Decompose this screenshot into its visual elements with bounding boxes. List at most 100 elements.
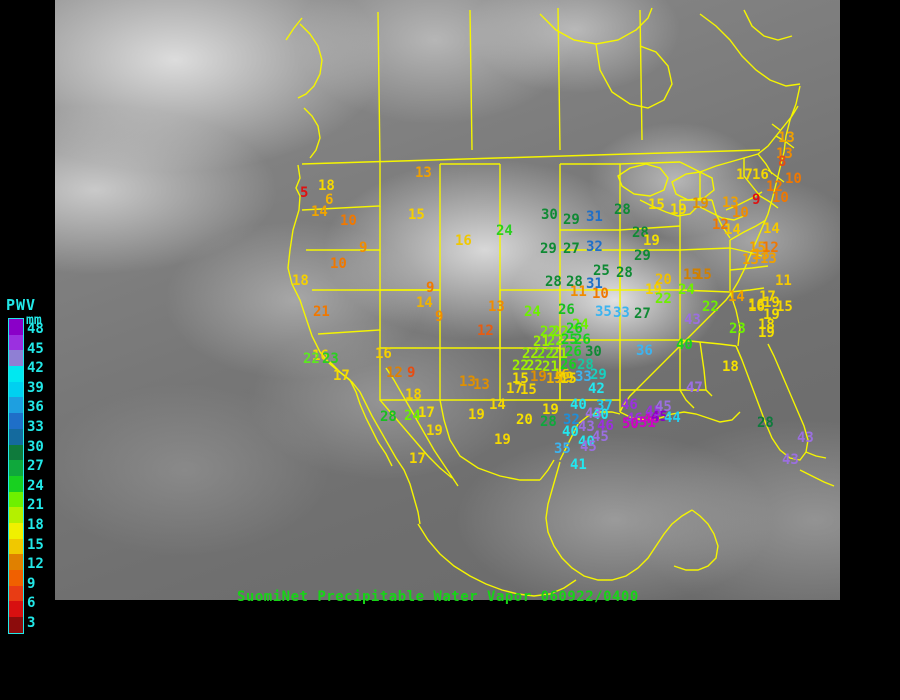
colorbar-tick-label: 33 xyxy=(27,419,44,435)
pwv-station-value: 28 xyxy=(566,274,583,290)
pwv-station-value: 19 xyxy=(643,233,660,249)
pwv-station-value: 18 xyxy=(722,359,739,375)
pwv-station-value: 33 xyxy=(575,369,592,385)
pwv-station-value: 8 xyxy=(774,153,793,170)
pwv-station-value: 45 xyxy=(651,409,668,425)
pwv-station-value: 24 xyxy=(404,408,421,424)
pwv-station-value: 18 xyxy=(405,387,422,403)
pwv-station-value: 19 xyxy=(557,370,574,386)
map-caption: SuomiNet Precipitable Water Vapor 060922… xyxy=(237,589,639,605)
pwv-station-value: 22 xyxy=(537,346,554,362)
pwv-station-value: 16 xyxy=(312,348,329,364)
pwv-station-value: 12 xyxy=(766,179,783,195)
pwv-station-value: 16 xyxy=(553,367,570,383)
pwv-station-value: 42 xyxy=(588,381,605,397)
pwv-station-value: 45 xyxy=(645,404,662,420)
pwv-station-value: 21 xyxy=(542,359,559,375)
pwv-station-value: 35 xyxy=(595,304,612,320)
pwv-station-value: 22 xyxy=(540,324,557,340)
pwv-station-value: 31 xyxy=(586,276,603,292)
pwv-station-value: 22 xyxy=(552,324,569,340)
colorbar-units: mm xyxy=(26,313,42,328)
pwv-station-value: 16 xyxy=(748,297,765,313)
colorbar-swatch xyxy=(9,428,23,445)
pwv-station-value: 13 xyxy=(760,251,777,267)
pwv-station-value: 45 xyxy=(592,429,609,445)
colorbar-tick-label: 15 xyxy=(27,536,44,553)
pwv-station-value: 43 xyxy=(684,312,701,328)
pwv-station-value: 14 xyxy=(728,289,745,305)
pwv-station-value: 9 xyxy=(359,240,368,256)
pwv-station-value: 9 xyxy=(426,280,435,296)
pwv-station-value: 28 xyxy=(545,274,562,290)
pwv-station-value: 13 xyxy=(742,252,759,268)
pwv-station-value: 36 xyxy=(636,343,653,359)
pwv-station-value: 17 xyxy=(333,368,350,384)
pwv-station-value: 5 xyxy=(296,184,315,201)
pwv-station-value: 28 xyxy=(540,414,557,430)
pwv-station-value: 19 xyxy=(763,307,780,323)
colorbar-swatch xyxy=(9,585,23,602)
colorbar-swatch xyxy=(9,570,23,586)
colorbar-tick-label: 27 xyxy=(27,458,44,475)
pwv-station-value: 22 xyxy=(547,333,564,349)
colorbar-swatch xyxy=(9,381,23,398)
pwv-station-value: 10 xyxy=(732,205,749,221)
pwv-station-value: 19 xyxy=(542,402,559,418)
pwv-station-value: 46 xyxy=(621,397,638,413)
pwv-station-value: 25 xyxy=(561,332,578,348)
pwv-station-value: 13 xyxy=(415,165,432,181)
colorbar-tick-label: 21 xyxy=(27,497,44,514)
pwv-station-value: 12 xyxy=(386,365,403,381)
pwv-station-value: 43 xyxy=(782,452,799,468)
pwv-station-value: 15 xyxy=(648,197,665,213)
pwv-station-value: 13 xyxy=(473,377,490,393)
pwv-station-value: 28 xyxy=(757,415,774,431)
pwv-station-value: 17 xyxy=(759,289,776,305)
pwv-station-value: 14 xyxy=(763,221,780,237)
pwv-station-value: 26 xyxy=(565,344,582,360)
pwv-station-value: 15 xyxy=(695,267,712,283)
pwv-station-value: 10 xyxy=(772,190,789,206)
pwv-station-value: 26 xyxy=(574,332,591,348)
pwv-station-value: 10 xyxy=(330,256,347,272)
pwv-station-value: 22 xyxy=(303,351,320,367)
pwv-station-value: 13 xyxy=(459,374,476,390)
pwv-station-value: 24 xyxy=(572,317,589,333)
pwv-station-value: 29 xyxy=(590,367,607,383)
colorbar-swatch xyxy=(9,475,23,492)
pwv-station-value: 12 xyxy=(712,217,729,233)
pwv-station-value: 17 xyxy=(506,381,523,397)
colorbar-tick-label: 39 xyxy=(27,379,44,396)
pwv-station-value: 22 xyxy=(512,358,529,374)
pwv-station-value: 9 xyxy=(407,365,416,381)
pwv-station-value: 18 xyxy=(292,273,309,289)
pwv-station-value: 43 xyxy=(585,406,602,422)
pwv-station-value: 46 xyxy=(597,418,614,434)
colorbar-swatch xyxy=(9,444,23,461)
pwv-station-value: 35 xyxy=(554,441,571,457)
pwv-colorbar xyxy=(8,318,24,634)
pwv-station-value: 19 xyxy=(670,202,687,218)
pwv-station-value: 47 xyxy=(686,380,703,396)
pwv-station-value: 24 xyxy=(496,223,513,239)
pwv-station-value: 45 xyxy=(580,439,597,455)
colorbar-swatch xyxy=(9,617,23,633)
pwv-station-value: 19 xyxy=(758,325,775,341)
pwv-station-value: 10 xyxy=(340,213,357,229)
pwv-station-value: 9 xyxy=(748,191,767,208)
pwv-station-value: 13 xyxy=(722,195,739,211)
colorbar-swatch xyxy=(9,601,23,618)
pwv-station-value: 28 xyxy=(577,357,594,373)
pwv-station-value: 16 xyxy=(455,233,472,249)
pwv-station-value: 27 xyxy=(634,306,651,322)
pwv-station-value: 17 xyxy=(409,451,426,467)
pwv-station-value: 13 xyxy=(778,130,795,146)
pwv-station-value: 15 xyxy=(776,299,793,315)
pwv-station-value: 21 xyxy=(313,304,330,320)
pwv-station-value: 45 xyxy=(655,399,672,415)
pwv-station-value: 19 xyxy=(426,423,443,439)
pwv-station-value: 23 xyxy=(322,351,339,367)
pwv-station-value: 16 xyxy=(752,167,769,183)
pwv-station-value: 32 xyxy=(586,239,603,255)
